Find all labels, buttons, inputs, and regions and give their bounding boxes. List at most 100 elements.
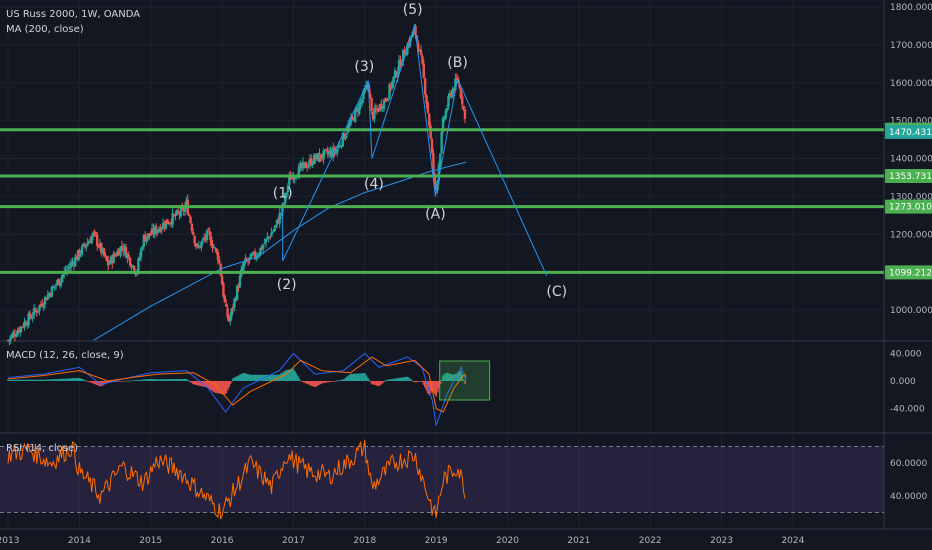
macd-histogram-bar[interactable] bbox=[455, 373, 458, 381]
macd-histogram-bar[interactable] bbox=[334, 380, 338, 382]
candle-body[interactable] bbox=[198, 245, 202, 248]
candle-body[interactable] bbox=[304, 161, 307, 169]
candle-body[interactable] bbox=[153, 227, 157, 235]
candle-body[interactable] bbox=[356, 109, 360, 113]
macd-histogram-bar[interactable] bbox=[175, 379, 178, 381]
candle-body[interactable] bbox=[54, 284, 58, 286]
macd-histogram-bar[interactable] bbox=[233, 377, 236, 381]
macd-histogram-bar[interactable] bbox=[303, 381, 306, 383]
macd-histogram-bar[interactable] bbox=[348, 374, 351, 381]
macd-histogram-bar[interactable] bbox=[74, 378, 77, 381]
macd-histogram-bar[interactable] bbox=[248, 374, 251, 381]
macd-histogram-bar[interactable] bbox=[377, 381, 380, 387]
macd-histogram-bar[interactable] bbox=[356, 373, 360, 381]
candle-body[interactable] bbox=[209, 236, 213, 246]
candle-body[interactable] bbox=[115, 255, 118, 257]
candle-body[interactable] bbox=[204, 237, 207, 239]
macd-histogram-bar[interactable] bbox=[85, 380, 88, 382]
macd-histogram-bar[interactable] bbox=[145, 379, 148, 381]
macd-histogram-bar[interactable] bbox=[299, 380, 302, 382]
candle-body[interactable] bbox=[108, 262, 111, 265]
candle-body[interactable] bbox=[266, 237, 269, 239]
macd-histogram-bar[interactable] bbox=[170, 379, 173, 381]
macd-histogram-bar[interactable] bbox=[343, 378, 346, 381]
macd-histogram-bar[interactable] bbox=[107, 381, 110, 383]
macd-histogram-bar[interactable] bbox=[314, 381, 317, 387]
candle-body[interactable] bbox=[403, 50, 406, 55]
candle-body[interactable] bbox=[231, 307, 235, 309]
candle-body[interactable] bbox=[13, 334, 17, 337]
candle-body[interactable] bbox=[434, 185, 438, 190]
candle-body[interactable] bbox=[312, 154, 316, 165]
candle-body[interactable] bbox=[19, 326, 22, 333]
macd-histogram-bar[interactable] bbox=[296, 375, 299, 381]
macd-histogram-bar[interactable] bbox=[94, 381, 97, 385]
macd-histogram-bar[interactable] bbox=[174, 379, 177, 381]
candle-body[interactable] bbox=[111, 256, 114, 264]
candle-body[interactable] bbox=[349, 116, 353, 124]
macd-histogram-bar[interactable] bbox=[124, 380, 128, 382]
candle-body[interactable] bbox=[31, 316, 34, 318]
candle-body[interactable] bbox=[277, 220, 280, 224]
candle-body[interactable] bbox=[271, 231, 275, 233]
macd-histogram-bar[interactable] bbox=[300, 381, 303, 382]
macd-histogram-bar[interactable] bbox=[123, 381, 126, 382]
candle-body[interactable] bbox=[218, 259, 221, 263]
macd-histogram-bar[interactable] bbox=[59, 378, 62, 381]
candle-body[interactable] bbox=[47, 293, 51, 297]
macd-histogram-bar[interactable] bbox=[90, 381, 93, 383]
macd-histogram-bar[interactable] bbox=[20, 379, 23, 381]
macd-histogram-bar[interactable] bbox=[192, 381, 195, 385]
macd-histogram-bar[interactable] bbox=[408, 378, 412, 381]
macd-histogram-bar[interactable] bbox=[428, 381, 431, 396]
candle-body[interactable] bbox=[288, 176, 291, 185]
macd-histogram-bar[interactable] bbox=[402, 377, 405, 381]
candle-body[interactable] bbox=[159, 227, 162, 232]
macd-histogram-bar[interactable] bbox=[238, 374, 242, 381]
macd-histogram-bar[interactable] bbox=[153, 379, 156, 381]
macd-histogram-bar[interactable] bbox=[96, 381, 99, 385]
candle-body[interactable] bbox=[20, 327, 23, 329]
candle-body[interactable] bbox=[455, 77, 458, 79]
candle-body[interactable] bbox=[93, 231, 96, 233]
macd-histogram-bar[interactable] bbox=[75, 378, 78, 381]
candle-body[interactable] bbox=[80, 246, 84, 255]
macd-histogram-bar[interactable] bbox=[369, 381, 372, 382]
candle-body[interactable] bbox=[211, 244, 214, 249]
candle-body[interactable] bbox=[318, 153, 321, 162]
macd-histogram-bar[interactable] bbox=[440, 379, 443, 381]
macd-histogram-bar[interactable] bbox=[13, 379, 16, 381]
candle-body[interactable] bbox=[237, 286, 240, 289]
candle-body[interactable] bbox=[227, 315, 231, 322]
candle-body[interactable] bbox=[119, 246, 122, 257]
candle-body[interactable] bbox=[391, 81, 394, 89]
candle-body[interactable] bbox=[366, 84, 369, 86]
macd-histogram-bar[interactable] bbox=[290, 368, 294, 381]
macd-histogram-bar[interactable] bbox=[242, 373, 246, 381]
macd-histogram-bar[interactable] bbox=[253, 374, 257, 381]
candle-body[interactable] bbox=[174, 214, 177, 217]
macd-histogram-bar[interactable] bbox=[462, 379, 465, 381]
elliott-wave-group[interactable]: (1) (2) (3) (4) (5) (A) (B) (C) bbox=[273, 2, 567, 300]
candle-body[interactable] bbox=[370, 97, 373, 112]
candle-body[interactable] bbox=[443, 117, 446, 120]
candle-body[interactable] bbox=[400, 62, 404, 66]
macd-histogram-bar[interactable] bbox=[417, 381, 420, 382]
macd-histogram-bar[interactable] bbox=[197, 381, 200, 386]
macd-histogram-bar[interactable] bbox=[122, 381, 125, 382]
candle-body[interactable] bbox=[447, 96, 450, 107]
candle-body[interactable] bbox=[397, 59, 401, 72]
macd-histogram-bar[interactable] bbox=[451, 374, 454, 381]
candle-body[interactable] bbox=[229, 316, 232, 322]
candle-body[interactable] bbox=[380, 103, 383, 110]
candle-body[interactable] bbox=[39, 303, 43, 305]
candle-body[interactable] bbox=[133, 266, 136, 273]
macd-histogram-bar[interactable] bbox=[46, 379, 49, 381]
macd-histogram-bar[interactable] bbox=[230, 381, 233, 382]
candle-body[interactable] bbox=[189, 216, 192, 223]
macd-histogram-bar[interactable] bbox=[179, 378, 183, 381]
candle-body[interactable] bbox=[245, 259, 248, 261]
macd-histogram-bar[interactable] bbox=[220, 381, 224, 394]
candle-body[interactable] bbox=[120, 246, 124, 248]
candle-body[interactable] bbox=[100, 242, 103, 253]
